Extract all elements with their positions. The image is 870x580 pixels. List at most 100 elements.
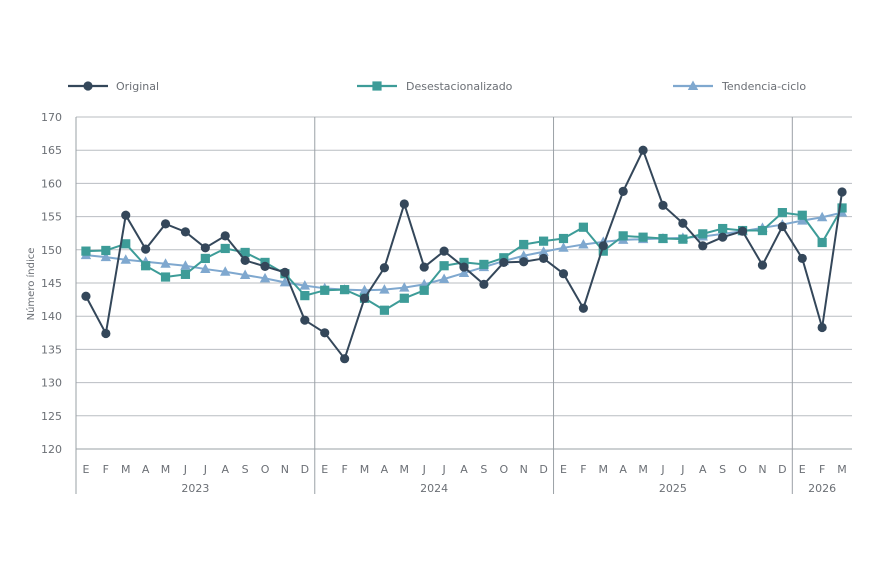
legend-marker: [83, 81, 93, 91]
data-point: [320, 328, 330, 338]
data-point: [81, 246, 91, 256]
data-point: [438, 273, 450, 284]
x-tick-label: F: [580, 463, 586, 476]
data-point: [538, 253, 549, 264]
data-point: [499, 253, 509, 263]
data-point: [777, 221, 787, 232]
legend-label: Tendencia-ciclo: [721, 80, 806, 93]
y-tick-label: 140: [41, 310, 62, 323]
data-point: [479, 259, 489, 270]
data-point: [737, 226, 748, 236]
data-point: [240, 255, 250, 266]
data-point: [678, 218, 688, 228]
data-point: [160, 272, 171, 282]
data-point: [837, 203, 847, 213]
data-point: [399, 199, 409, 209]
x-tick-label: S: [480, 463, 487, 476]
data-point: [279, 276, 291, 287]
y-tick-label: 160: [41, 177, 62, 190]
data-point: [658, 200, 668, 210]
data-point: [598, 246, 608, 256]
data-point: [101, 245, 111, 256]
data-point: [638, 145, 648, 155]
year-label: 2025: [659, 482, 687, 495]
legend-item: Desestacionalizado: [357, 80, 513, 93]
data-point: [698, 229, 708, 239]
legend-label: Original: [116, 80, 159, 93]
x-tick-label: A: [619, 463, 627, 476]
data-point: [459, 262, 469, 272]
data-point: [200, 263, 211, 274]
data-point: [618, 231, 628, 241]
data-point: [379, 263, 390, 273]
x-tick-label: A: [460, 463, 468, 476]
x-tick-label: M: [837, 463, 847, 476]
data-point: [777, 208, 787, 218]
y-tick-label: 145: [41, 277, 62, 290]
x-tick-label: E: [799, 463, 806, 476]
data-point: [240, 247, 250, 258]
data-point: [578, 222, 588, 232]
data-point: [200, 253, 210, 264]
data-point: [698, 241, 708, 251]
data-point: [100, 251, 112, 262]
series-line: [85, 211, 843, 292]
x-tick-label: N: [281, 463, 289, 476]
data-point: [81, 291, 91, 301]
x-tick-label: J: [183, 463, 187, 476]
data-point: [837, 187, 847, 197]
y-tick-label: 155: [41, 211, 62, 224]
data-point: [638, 232, 648, 242]
data-point: [538, 236, 549, 246]
gridlines: [76, 116, 852, 450]
data-point: [797, 210, 807, 220]
x-tick-label: E: [82, 463, 89, 476]
data-point: [220, 243, 230, 254]
data-point: [121, 210, 131, 220]
x-tick-label: N: [520, 463, 528, 476]
data-point: [160, 219, 171, 229]
series-lines: [80, 145, 848, 364]
data-point: [538, 246, 549, 256]
x-tick-label: O: [261, 463, 270, 476]
data-point: [419, 285, 429, 295]
series-triangle: [80, 207, 848, 295]
data-point: [220, 266, 231, 276]
x-tick-label: F: [341, 463, 347, 476]
x-tick-label: D: [539, 463, 547, 476]
series-square: [81, 203, 847, 315]
data-point: [120, 254, 131, 264]
x-tick-label: J: [680, 463, 684, 476]
legend: Original Desestacionalizado Tendencia-cicl…: [68, 80, 806, 93]
x-tick-label: A: [221, 463, 229, 476]
year-label: 2024: [420, 482, 448, 495]
data-point: [320, 285, 330, 295]
data-point: [519, 239, 529, 250]
data-point: [180, 227, 191, 237]
data-point: [558, 242, 569, 252]
x-tick-label: J: [660, 463, 664, 476]
y-tick-label: 125: [41, 410, 62, 423]
x-tick-label: S: [242, 463, 249, 476]
data-point: [220, 231, 230, 241]
data-point: [239, 269, 251, 280]
x-tick-label: M: [121, 463, 131, 476]
data-point: [340, 285, 350, 295]
data-point: [678, 234, 688, 244]
data-point: [300, 291, 310, 301]
data-point: [419, 262, 429, 272]
data-point: [578, 238, 589, 249]
x-tick-label: M: [360, 463, 370, 476]
data-point: [379, 305, 390, 315]
y-tick-label: 130: [41, 377, 62, 390]
x-tick-label: J: [422, 463, 426, 476]
y-tick-label: 150: [41, 244, 62, 257]
data-point: [399, 293, 409, 303]
x-tick-label: A: [142, 463, 150, 476]
data-point: [299, 280, 311, 290]
data-point: [160, 258, 171, 268]
y-axis-ticks: 120 125 130 135 140 145 150 155 160 165 170: [41, 111, 62, 456]
data-point: [797, 253, 807, 264]
series-circle: [81, 145, 847, 364]
